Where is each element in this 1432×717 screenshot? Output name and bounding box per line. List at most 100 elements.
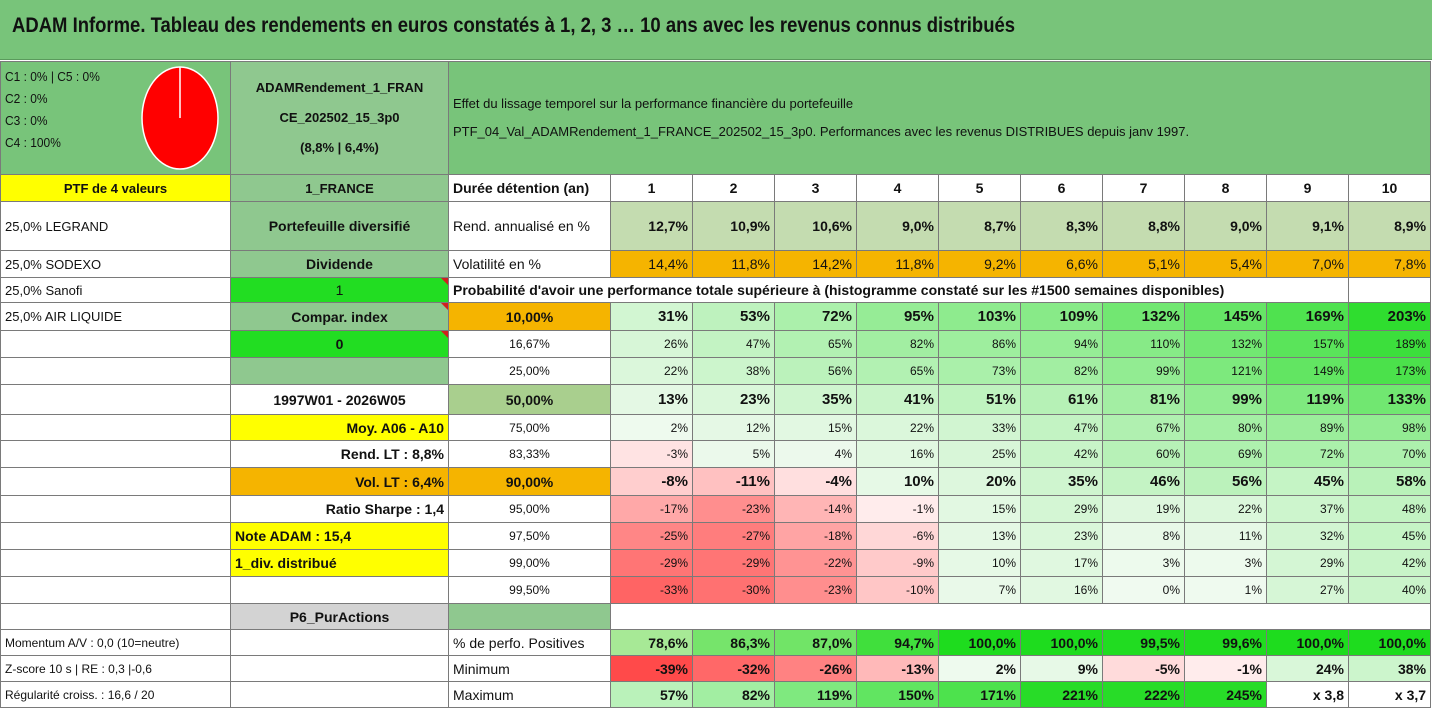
min-label: Minimum (448, 655, 611, 682)
probability-value: 1% (1184, 576, 1267, 604)
probability-value: 8% (1102, 522, 1185, 550)
pos-value: 100,0% (1266, 629, 1349, 656)
composition-line: C1 : 0% | C5 : 0% (5, 69, 100, 84)
year-header: 6 (1020, 174, 1103, 202)
vol-value: 7,8% (1347, 250, 1432, 278)
probability-value: 23% (1020, 522, 1103, 550)
probability-level: 50,00% (448, 384, 611, 415)
probability-value: 41% (856, 384, 939, 415)
probability-value: 16% (1020, 576, 1103, 604)
probability-value: -4% (774, 467, 857, 496)
empty-cell (0, 603, 231, 630)
probability-value: 82% (856, 330, 939, 358)
probability-value: 60% (1102, 440, 1185, 468)
probability-value: 51% (938, 384, 1021, 415)
probability-value: 119% (1266, 384, 1349, 415)
probability-value: 40% (1347, 576, 1432, 604)
probability-value: 69% (1184, 440, 1267, 468)
probability-value: 38% (692, 357, 775, 385)
probability-value: 132% (1102, 302, 1185, 331)
duration-label: Durée détention (an) (448, 174, 611, 202)
probability-value: 42% (1020, 440, 1103, 468)
empty-cell (1347, 277, 1432, 303)
rend-lt-label: Rend. LT : 8,8% (230, 440, 449, 468)
probability-value: 11% (1184, 522, 1267, 550)
probability-value: 5% (692, 440, 775, 468)
empty-cell (0, 467, 231, 496)
probability-value: 42% (1347, 549, 1432, 577)
probability-value: 37% (1266, 495, 1349, 523)
probability-value: 173% (1347, 357, 1432, 385)
zscore-label: Z-score 10 s | RE : 0,3 |-0,6 (0, 655, 231, 682)
probability-value: 169% (1266, 302, 1349, 331)
portfolio-type: Portefeuille diversifié (230, 201, 449, 251)
fund-name-line2: CE_202502_15_3p0 (279, 110, 400, 125)
year-header: 9 (1266, 174, 1349, 202)
empty-cell (0, 330, 231, 358)
empty-cell (0, 440, 231, 468)
probability-value: 81% (1102, 384, 1185, 415)
report-title-bar: ADAM Informe. Tableau des rendements en … (0, 0, 1432, 60)
probability-value: 67% (1102, 414, 1185, 441)
probability-level: 16,67% (448, 330, 611, 358)
probability-value: 73% (938, 357, 1021, 385)
probability-value: 72% (1266, 440, 1349, 468)
probability-value: -8% (610, 467, 693, 496)
empty-cell (0, 414, 231, 441)
probability-value: 25% (938, 440, 1021, 468)
probability-value: 132% (1184, 330, 1267, 358)
vol-label: Volatilité en % (448, 250, 611, 278)
year-header: 2 (692, 174, 775, 202)
probability-value: 203% (1347, 302, 1432, 331)
composition-pie-chart (141, 66, 219, 170)
probability-value: -9% (856, 549, 939, 577)
probability-value: 13% (938, 522, 1021, 550)
dividend-value: 1 (230, 277, 449, 303)
holding-label: 25,0% LEGRAND (0, 201, 231, 251)
p6-label: P6_PurActions (230, 603, 449, 630)
min-value: -26% (774, 655, 857, 682)
rend-value: 9,0% (856, 201, 939, 251)
probability-value: 0% (1102, 576, 1185, 604)
div-label: 1_div. distribué (230, 549, 449, 577)
probability-value: 35% (774, 384, 857, 415)
pos-label: % de perfo. Positives (448, 629, 611, 656)
probability-value: -18% (774, 522, 857, 550)
probability-value: 82% (1020, 357, 1103, 385)
period-label: 1997W01 - 2026W05 (230, 384, 449, 415)
probability-value: 46% (1102, 467, 1185, 496)
probability-value: 17% (1020, 549, 1103, 577)
max-value: 245% (1184, 681, 1267, 708)
probability-value: 103% (938, 302, 1021, 331)
composition-line: C3 : 0% (5, 113, 48, 128)
rend-value: 9,1% (1266, 201, 1349, 251)
min-value: 2% (938, 655, 1021, 682)
probability-value: 15% (774, 414, 857, 441)
probability-value: -14% (774, 495, 857, 523)
ptf-label: PTF de 4 valeurs (0, 174, 231, 202)
probability-value: 99% (1102, 357, 1185, 385)
max-value: 150% (856, 681, 939, 708)
vol-lt-label: Vol. LT : 6,4% (230, 467, 449, 496)
probability-value: 15% (938, 495, 1021, 523)
probability-level: 83,33% (448, 440, 611, 468)
rend-value: 8,3% (1020, 201, 1103, 251)
composition-line: C4 : 100% (5, 135, 61, 150)
probability-value: 35% (1020, 467, 1103, 496)
composition-line: C2 : 0% (5, 91, 48, 106)
probability-value: 12% (692, 414, 775, 441)
vol-value: 6,6% (1020, 250, 1103, 278)
pos-value: 100,0% (1347, 629, 1432, 656)
probability-value: -22% (774, 549, 857, 577)
rend-value: 9,0% (1184, 201, 1267, 251)
probability-value: 157% (1266, 330, 1349, 358)
probability-value: -27% (692, 522, 775, 550)
description-line1: Effet du lissage temporel sur la perform… (453, 96, 854, 111)
pos-value: 78,6% (610, 629, 693, 656)
vol-value: 14,4% (610, 250, 693, 278)
probability-value: 65% (774, 330, 857, 358)
empty-cell (230, 576, 449, 604)
probability-caption: Probabilité d'avoir une performance tota… (448, 277, 1349, 303)
min-value: -13% (856, 655, 939, 682)
probability-value: 47% (1020, 414, 1103, 441)
